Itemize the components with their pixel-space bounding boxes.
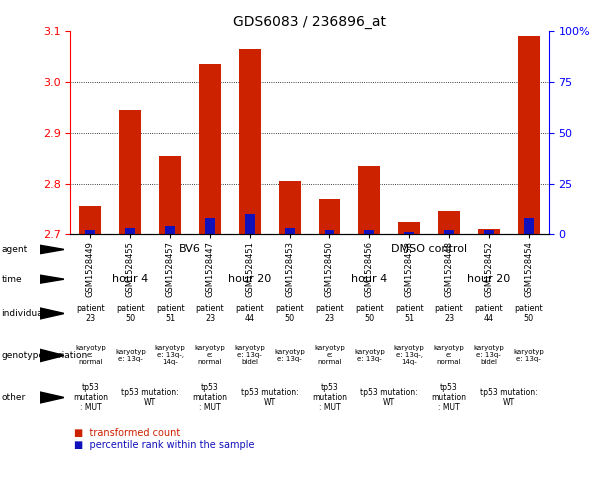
Bar [120,110,141,234]
Text: karyotyp
e: 13q-: karyotyp e: 13q- [115,349,146,362]
Bar [279,181,300,234]
Text: BV6: BV6 [179,244,201,255]
Text: tp53 mutation:
WT: tp53 mutation: WT [121,388,179,407]
Text: karyotyp
e:
normal: karyotyp e: normal [194,345,226,366]
Bar [444,230,454,234]
Text: patient
23: patient 23 [196,304,224,323]
Text: karyotyp
e: 13q-: karyotyp e: 13q- [513,349,544,362]
Bar [199,64,221,234]
Text: ■  transformed count: ■ transformed count [74,428,180,438]
Text: tp53 mutation:
WT: tp53 mutation: WT [360,388,418,407]
Title: GDS6083 / 236896_at: GDS6083 / 236896_at [233,15,386,29]
Text: patient
23: patient 23 [315,304,344,323]
Text: patient
51: patient 51 [156,304,185,323]
Bar [205,218,215,234]
Bar [284,228,295,234]
Text: patient
51: patient 51 [395,304,424,323]
Text: karyotyp
e: 13q-: karyotyp e: 13q- [274,349,305,362]
Polygon shape [40,275,64,283]
Text: karyotyp
e:
normal: karyotyp e: normal [75,345,106,366]
Text: patient
50: patient 50 [275,304,304,323]
Bar [364,230,375,234]
Text: karyotyp
e: 13q-: karyotyp e: 13q- [354,349,385,362]
Bar [245,214,255,234]
Bar [484,230,494,234]
Text: tp53 mutation:
WT: tp53 mutation: WT [241,388,299,407]
Bar [324,230,335,234]
Bar [524,218,534,234]
Bar [80,206,101,234]
Text: agent: agent [1,245,28,254]
Bar [165,226,175,234]
Bar [319,199,340,234]
Text: hour 20: hour 20 [467,274,511,284]
Text: tp53
mutation
: MUT: tp53 mutation : MUT [192,383,227,412]
Text: patient
44: patient 44 [235,304,264,323]
Text: patient
23: patient 23 [76,304,105,323]
Bar [239,49,261,234]
Text: individual: individual [1,309,45,318]
Text: patient
44: patient 44 [474,304,503,323]
Bar [478,229,500,234]
Text: tp53
mutation
: MUT: tp53 mutation : MUT [312,383,347,412]
Text: tp53
mutation
: MUT: tp53 mutation : MUT [432,383,466,412]
Text: patient
50: patient 50 [116,304,145,323]
Bar [438,212,460,234]
Text: karyotyp
e:
normal: karyotyp e: normal [314,345,345,366]
Bar [359,166,380,234]
Text: karyotyp
e: 13q-,
14q-: karyotyp e: 13q-, 14q- [394,345,425,366]
Bar [518,36,539,234]
Bar [125,228,135,234]
Text: hour 20: hour 20 [228,274,272,284]
Text: other: other [1,393,26,402]
Text: karyotyp
e: 13q-,
14q-: karyotyp e: 13q-, 14q- [154,345,186,366]
Text: hour 4: hour 4 [112,274,148,284]
Polygon shape [40,349,64,362]
Text: karyotyp
e: 13q-
bidel: karyotyp e: 13q- bidel [234,345,265,366]
Polygon shape [40,308,64,319]
Text: patient
50: patient 50 [514,304,543,323]
Text: genotype/variation: genotype/variation [1,351,88,360]
Text: patient
23: patient 23 [435,304,463,323]
Text: karyotyp
e: 13q-
bidel: karyotyp e: 13q- bidel [473,345,504,366]
Polygon shape [40,245,64,254]
Bar [85,230,96,234]
Text: DMSO control: DMSO control [391,244,467,255]
Bar [404,232,414,234]
Text: tp53
mutation
: MUT: tp53 mutation : MUT [73,383,108,412]
Text: hour 4: hour 4 [351,274,387,284]
Polygon shape [40,392,64,403]
Text: time: time [1,275,22,284]
Bar [398,222,420,234]
Text: tp53 mutation:
WT: tp53 mutation: WT [480,388,538,407]
Bar [159,156,181,234]
Text: karyotyp
e:
normal: karyotyp e: normal [433,345,465,366]
Text: patient
50: patient 50 [355,304,384,323]
Text: ■  percentile rank within the sample: ■ percentile rank within the sample [74,440,254,450]
